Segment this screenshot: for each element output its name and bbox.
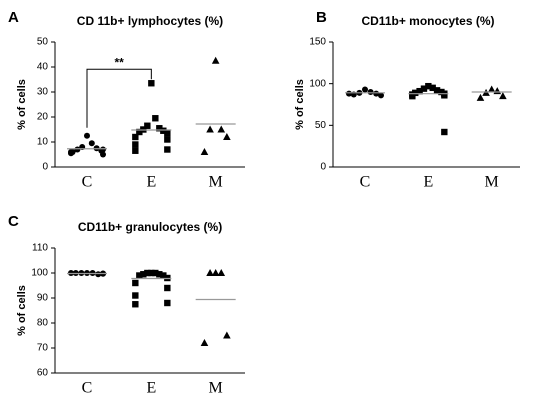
- point: [164, 136, 171, 143]
- point: [441, 128, 448, 136]
- point: [429, 84, 436, 92]
- point: [74, 146, 81, 153]
- point: [156, 271, 163, 278]
- point: [487, 85, 496, 93]
- point: [100, 146, 106, 153]
- point: [211, 56, 220, 64]
- point: [132, 141, 139, 148]
- point: [223, 331, 231, 339]
- point: [416, 87, 423, 95]
- point: [223, 133, 231, 140]
- y-tick-label: 80: [37, 318, 49, 329]
- point: [217, 125, 226, 133]
- point: [499, 92, 507, 100]
- point: [164, 284, 171, 292]
- point: [409, 92, 416, 100]
- point: [206, 125, 214, 133]
- point: [132, 133, 139, 141]
- point: [136, 128, 143, 136]
- y-tick-label: 40: [37, 62, 49, 73]
- y-tick-label: 150: [309, 37, 326, 48]
- panel-label: A: [8, 9, 19, 26]
- point: [156, 125, 163, 132]
- point: [206, 269, 214, 276]
- y-tick-label: 70: [37, 343, 49, 354]
- x-tick-label: C: [82, 174, 93, 191]
- chart-title: CD11b+ granulocytes (%): [78, 220, 222, 234]
- point: [144, 269, 151, 277]
- chart-title: CD 11b+ lymphocytes (%): [77, 14, 223, 28]
- point: [211, 269, 220, 276]
- y-tick-label: 20: [37, 112, 49, 123]
- y-tick-label: 50: [37, 37, 49, 48]
- point: [164, 299, 171, 307]
- point: [420, 85, 428, 92]
- x-tick-label: E: [146, 174, 156, 191]
- point: [140, 271, 147, 278]
- significance-bracket: [86, 68, 152, 128]
- point: [441, 92, 448, 99]
- point: [200, 148, 209, 155]
- y-tick-label: 110: [32, 243, 48, 254]
- point: [200, 339, 209, 346]
- point: [144, 122, 151, 129]
- point: [68, 150, 74, 157]
- x-tick-label: E: [423, 174, 433, 191]
- point: [100, 151, 106, 158]
- point: [433, 87, 441, 94]
- x-tick-label: C: [82, 380, 93, 397]
- point: [132, 301, 139, 308]
- point: [217, 269, 226, 276]
- chart-title: CD11b+ monocytes (%): [361, 14, 494, 28]
- y-axis-label: % of cells: [16, 285, 28, 336]
- point: [88, 140, 95, 147]
- x-tick-label: M: [209, 380, 223, 397]
- point: [425, 82, 432, 90]
- point: [476, 93, 485, 101]
- point: [152, 115, 159, 122]
- point: [164, 146, 171, 153]
- y-tick-label: 50: [315, 120, 327, 131]
- point: [148, 269, 155, 277]
- point: [378, 92, 384, 99]
- y-tick-label: 90: [37, 293, 49, 304]
- point: [367, 89, 374, 95]
- y-tick-label: 10: [37, 137, 49, 148]
- y-tick-label: 100: [309, 78, 326, 89]
- point: [373, 90, 380, 97]
- y-tick-label: 60: [37, 368, 49, 379]
- point: [346, 90, 352, 97]
- y-axis-label: % of cells: [16, 79, 28, 130]
- x-tick-label: M: [209, 174, 223, 191]
- panel-label: B: [316, 9, 327, 26]
- point: [132, 279, 139, 287]
- y-tick-label: 30: [37, 87, 49, 98]
- point: [84, 132, 90, 139]
- y-tick-label: 0: [320, 162, 326, 173]
- point: [362, 86, 368, 93]
- point: [152, 269, 159, 277]
- point: [95, 271, 102, 278]
- point: [132, 147, 139, 154]
- x-tick-label: C: [360, 174, 371, 191]
- point: [132, 292, 139, 299]
- y-tick-label: 100: [31, 268, 48, 279]
- point: [160, 127, 167, 134]
- point: [493, 87, 502, 95]
- panel-label: C: [8, 213, 19, 230]
- x-tick-label: M: [485, 174, 499, 191]
- x-tick-label: E: [146, 380, 156, 397]
- y-tick-label: 0: [42, 162, 48, 173]
- point: [164, 130, 171, 137]
- point: [136, 272, 143, 279]
- y-axis-label: % of cells: [294, 79, 306, 130]
- point: [160, 272, 167, 279]
- significance-label: **: [114, 55, 124, 69]
- point: [148, 80, 155, 87]
